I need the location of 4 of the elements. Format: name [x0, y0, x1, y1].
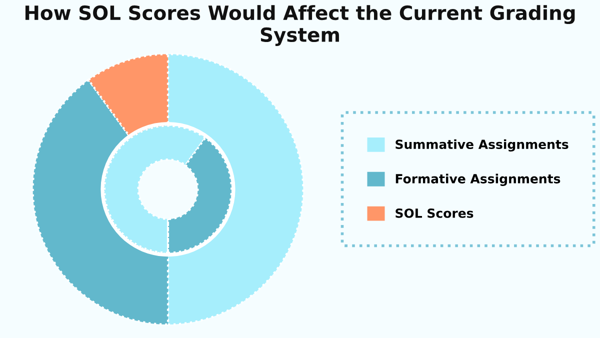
chart-title: How SOL Scores Would Affect the Current Grading System	[25, 5, 575, 46]
legend-label: Formative Assignments	[396, 174, 560, 186]
legend-label: SOL Scores	[396, 208, 474, 218]
legend-label: Summative Assignments	[396, 139, 568, 152]
